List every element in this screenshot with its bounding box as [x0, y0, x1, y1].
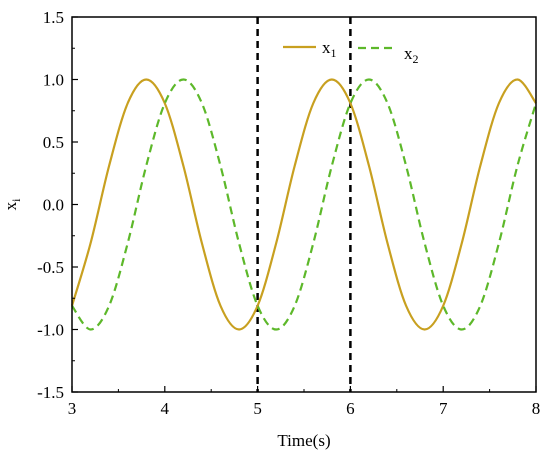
y-tick-label: -0.5: [37, 258, 64, 277]
x-tick-label-7: 7: [439, 399, 448, 418]
y-tick-label: 0.0: [43, 196, 64, 215]
legend: x1 x2: [283, 38, 419, 66]
x-axis-ticks: 3 4 5 6 7 8: [68, 386, 541, 418]
y-tick-label: 1.5: [43, 8, 64, 27]
plot-frame: [71, 16, 537, 393]
legend-label-x2-subscript: 2: [413, 52, 419, 66]
y-tick-label: -1.5: [37, 383, 64, 402]
x-tick-label-6: 6: [346, 399, 355, 418]
x-tick-label-8: 8: [532, 399, 541, 418]
series-line-x2: [71, 78, 538, 331]
legend-label-x2-main: x: [404, 44, 413, 63]
y-tick-label: 1.0: [43, 71, 64, 90]
y-axis-label-main: x: [1, 201, 20, 210]
series-layer: [70, 78, 538, 331]
legend-label-x1-main: x: [322, 38, 331, 57]
x-tick-label-4: 4: [161, 399, 170, 418]
series-line-x1: [70, 78, 537, 331]
legend-label-x1: x1: [322, 38, 337, 60]
y-axis-label: xi: [1, 198, 23, 211]
y-tick-label: 0.5: [43, 133, 64, 152]
x-tick-label-5: 5: [253, 399, 262, 418]
legend-label-x2: x2: [404, 44, 419, 66]
x-axis-label: Time(s): [277, 431, 330, 450]
x-tick-label-3: 3: [68, 399, 77, 418]
y-axis-label-subscript: i: [9, 198, 23, 202]
vertical-markers: [256, 17, 352, 392]
y-axis-ticks: -1.5 -1.0 -0.5 0.0 0.5 1.0 1.5: [37, 8, 78, 402]
y-tick-label: -1.0: [37, 321, 64, 340]
legend-label-x1-subscript: 1: [331, 46, 337, 60]
